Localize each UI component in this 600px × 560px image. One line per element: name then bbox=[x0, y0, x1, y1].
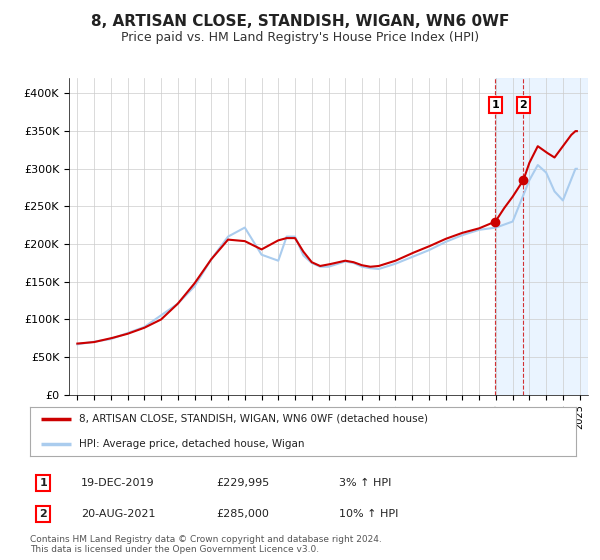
Text: 19-DEC-2019: 19-DEC-2019 bbox=[81, 478, 155, 488]
Text: £229,995: £229,995 bbox=[216, 478, 269, 488]
Bar bbox=[496, 78, 588, 395]
Text: £285,000: £285,000 bbox=[216, 509, 269, 519]
Text: 3% ↑ HPI: 3% ↑ HPI bbox=[339, 478, 391, 488]
Text: Price paid vs. HM Land Registry's House Price Index (HPI): Price paid vs. HM Land Registry's House … bbox=[121, 31, 479, 44]
Text: 10% ↑ HPI: 10% ↑ HPI bbox=[339, 509, 398, 519]
Text: 20-AUG-2021: 20-AUG-2021 bbox=[81, 509, 155, 519]
Text: 2: 2 bbox=[40, 509, 47, 519]
Text: Contains HM Land Registry data © Crown copyright and database right 2024.: Contains HM Land Registry data © Crown c… bbox=[30, 535, 382, 544]
Text: 8, ARTISAN CLOSE, STANDISH, WIGAN, WN6 0WF: 8, ARTISAN CLOSE, STANDISH, WIGAN, WN6 0… bbox=[91, 14, 509, 29]
Text: 2: 2 bbox=[520, 100, 527, 110]
Text: 1: 1 bbox=[491, 100, 499, 110]
Text: 1: 1 bbox=[40, 478, 47, 488]
Text: 8, ARTISAN CLOSE, STANDISH, WIGAN, WN6 0WF (detached house): 8, ARTISAN CLOSE, STANDISH, WIGAN, WN6 0… bbox=[79, 414, 428, 424]
Text: HPI: Average price, detached house, Wigan: HPI: Average price, detached house, Wiga… bbox=[79, 438, 305, 449]
Text: This data is licensed under the Open Government Licence v3.0.: This data is licensed under the Open Gov… bbox=[30, 545, 319, 554]
